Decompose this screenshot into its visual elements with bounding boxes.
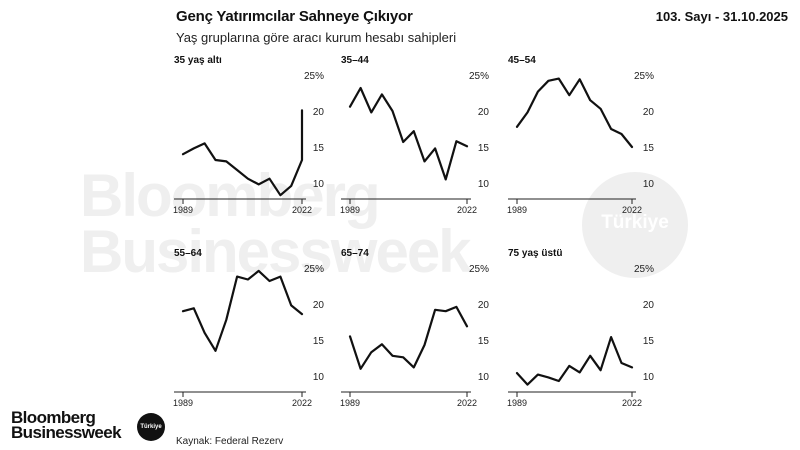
y-tick-label: 20 bbox=[643, 300, 655, 311]
panel-title: 65–74 bbox=[341, 248, 369, 259]
y-tick-label: 10 bbox=[313, 372, 325, 383]
x-tick-label: 1989 bbox=[340, 398, 360, 408]
source-note: Kaynak: Federal Rezerv bbox=[176, 436, 284, 447]
x-tick-label: 2022 bbox=[457, 205, 477, 215]
y-tick-label: 10 bbox=[643, 179, 655, 190]
watermark-businessweek: Businessweek bbox=[80, 218, 472, 285]
x-tick-label: 2022 bbox=[292, 398, 312, 408]
y-tick-label: 20 bbox=[643, 107, 655, 118]
y-tick-label: 25% bbox=[634, 71, 654, 82]
watermark-turkiye-text: Türkiye bbox=[601, 212, 669, 233]
x-tick-label: 2022 bbox=[292, 205, 312, 215]
turkiye-badge-icon: Türkiye bbox=[137, 413, 165, 441]
y-tick-label: 15 bbox=[478, 143, 490, 154]
panel-title: 35 yaş altı bbox=[174, 55, 222, 66]
y-tick-label: 15 bbox=[478, 336, 490, 347]
watermark-turkiye-badge: Türkiye bbox=[582, 172, 688, 278]
x-tick-label: 1989 bbox=[173, 205, 193, 215]
y-tick-label: 25% bbox=[634, 264, 654, 275]
x-tick-label: 2022 bbox=[457, 398, 477, 408]
y-tick-label: 15 bbox=[643, 143, 655, 154]
logo-line-2: Businessweek bbox=[11, 423, 122, 442]
y-tick-label: 25% bbox=[469, 71, 489, 82]
series-line bbox=[348, 86, 469, 181]
panel-title: 45–54 bbox=[508, 55, 536, 66]
y-tick-label: 25% bbox=[304, 71, 324, 82]
watermark-bloomberg: Bloomberg bbox=[80, 162, 381, 229]
bloomberg-businessweek-logo: Bloomberg Businessweek bbox=[11, 408, 122, 442]
y-tick-label: 25% bbox=[304, 264, 324, 275]
panel-title: 55–64 bbox=[174, 248, 202, 259]
y-tick-label: 20 bbox=[478, 300, 490, 311]
chart-subtitle: Yaş gruplarına göre aracı kurum hesabı s… bbox=[176, 30, 457, 45]
panel-title: 35–44 bbox=[341, 55, 369, 66]
y-tick-label: 10 bbox=[478, 372, 490, 383]
x-tick-label: 1989 bbox=[507, 205, 527, 215]
y-tick-label: 10 bbox=[643, 372, 655, 383]
series-line bbox=[515, 77, 634, 149]
x-tick-label: 2022 bbox=[622, 398, 642, 408]
y-tick-label: 20 bbox=[478, 107, 490, 118]
chart-title: Genç Yatırımcılar Sahneye Çıkıyor bbox=[176, 8, 413, 25]
y-tick-label: 15 bbox=[313, 143, 325, 154]
panel-title: 75 yaş üstü bbox=[508, 248, 562, 259]
y-tick-label: 10 bbox=[313, 179, 325, 190]
x-tick-label: 1989 bbox=[173, 398, 193, 408]
x-tick-label: 1989 bbox=[340, 205, 360, 215]
y-tick-label: 25% bbox=[469, 264, 489, 275]
logo-line-1: Bloomberg bbox=[11, 408, 96, 427]
series-line bbox=[515, 336, 634, 386]
y-tick-label: 15 bbox=[643, 336, 655, 347]
y-tick-label: 20 bbox=[313, 107, 325, 118]
issue-label: 103. Sayı - 31.10.2025 bbox=[655, 9, 788, 24]
y-tick-label: 15 bbox=[313, 336, 325, 347]
y-tick-label: 20 bbox=[313, 300, 325, 311]
y-tick-label: 10 bbox=[478, 179, 490, 190]
x-tick-label: 1989 bbox=[507, 398, 527, 408]
series-line bbox=[348, 305, 469, 370]
series-line bbox=[181, 109, 304, 197]
series-line bbox=[181, 269, 304, 352]
x-tick-label: 2022 bbox=[622, 205, 642, 215]
